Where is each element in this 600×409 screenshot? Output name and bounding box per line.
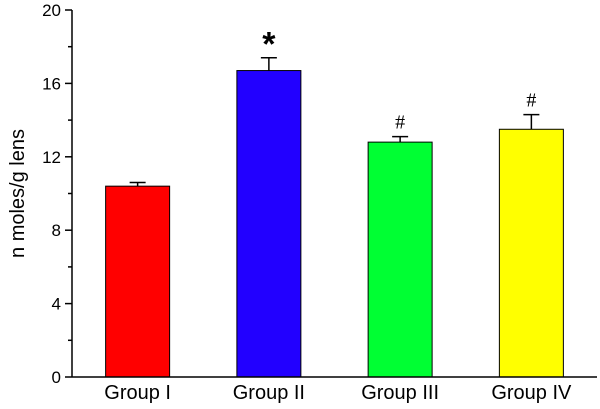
y-axis-title: n moles/g lens [7,129,29,258]
y-tick-label-5: 20 [42,1,61,20]
category-label-3: Group III [361,382,439,404]
labels: Group I * Group II # Group III # Group IV 0 4 8 12… [42,1,572,404]
y-tick-label-4: 16 [42,74,61,93]
y-tick-label-0: 0 [52,368,61,387]
annotation-4: # [526,90,536,112]
axes [65,9,597,378]
category-label-4: Group IV [491,382,572,404]
bar-3 [367,141,433,378]
bar-2 [236,70,302,378]
bar-1 [105,185,171,378]
category-label-2: Group II [233,382,305,404]
annotation-2: * [262,26,276,64]
y-tick-label-3: 12 [42,148,61,167]
annotation-3: # [395,112,405,134]
y-tick-label-1: 4 [52,295,61,314]
category-label-1: Group I [104,382,171,404]
bar-4 [498,128,564,378]
bars [105,56,564,378]
y-tick-label-2: 8 [52,221,61,240]
